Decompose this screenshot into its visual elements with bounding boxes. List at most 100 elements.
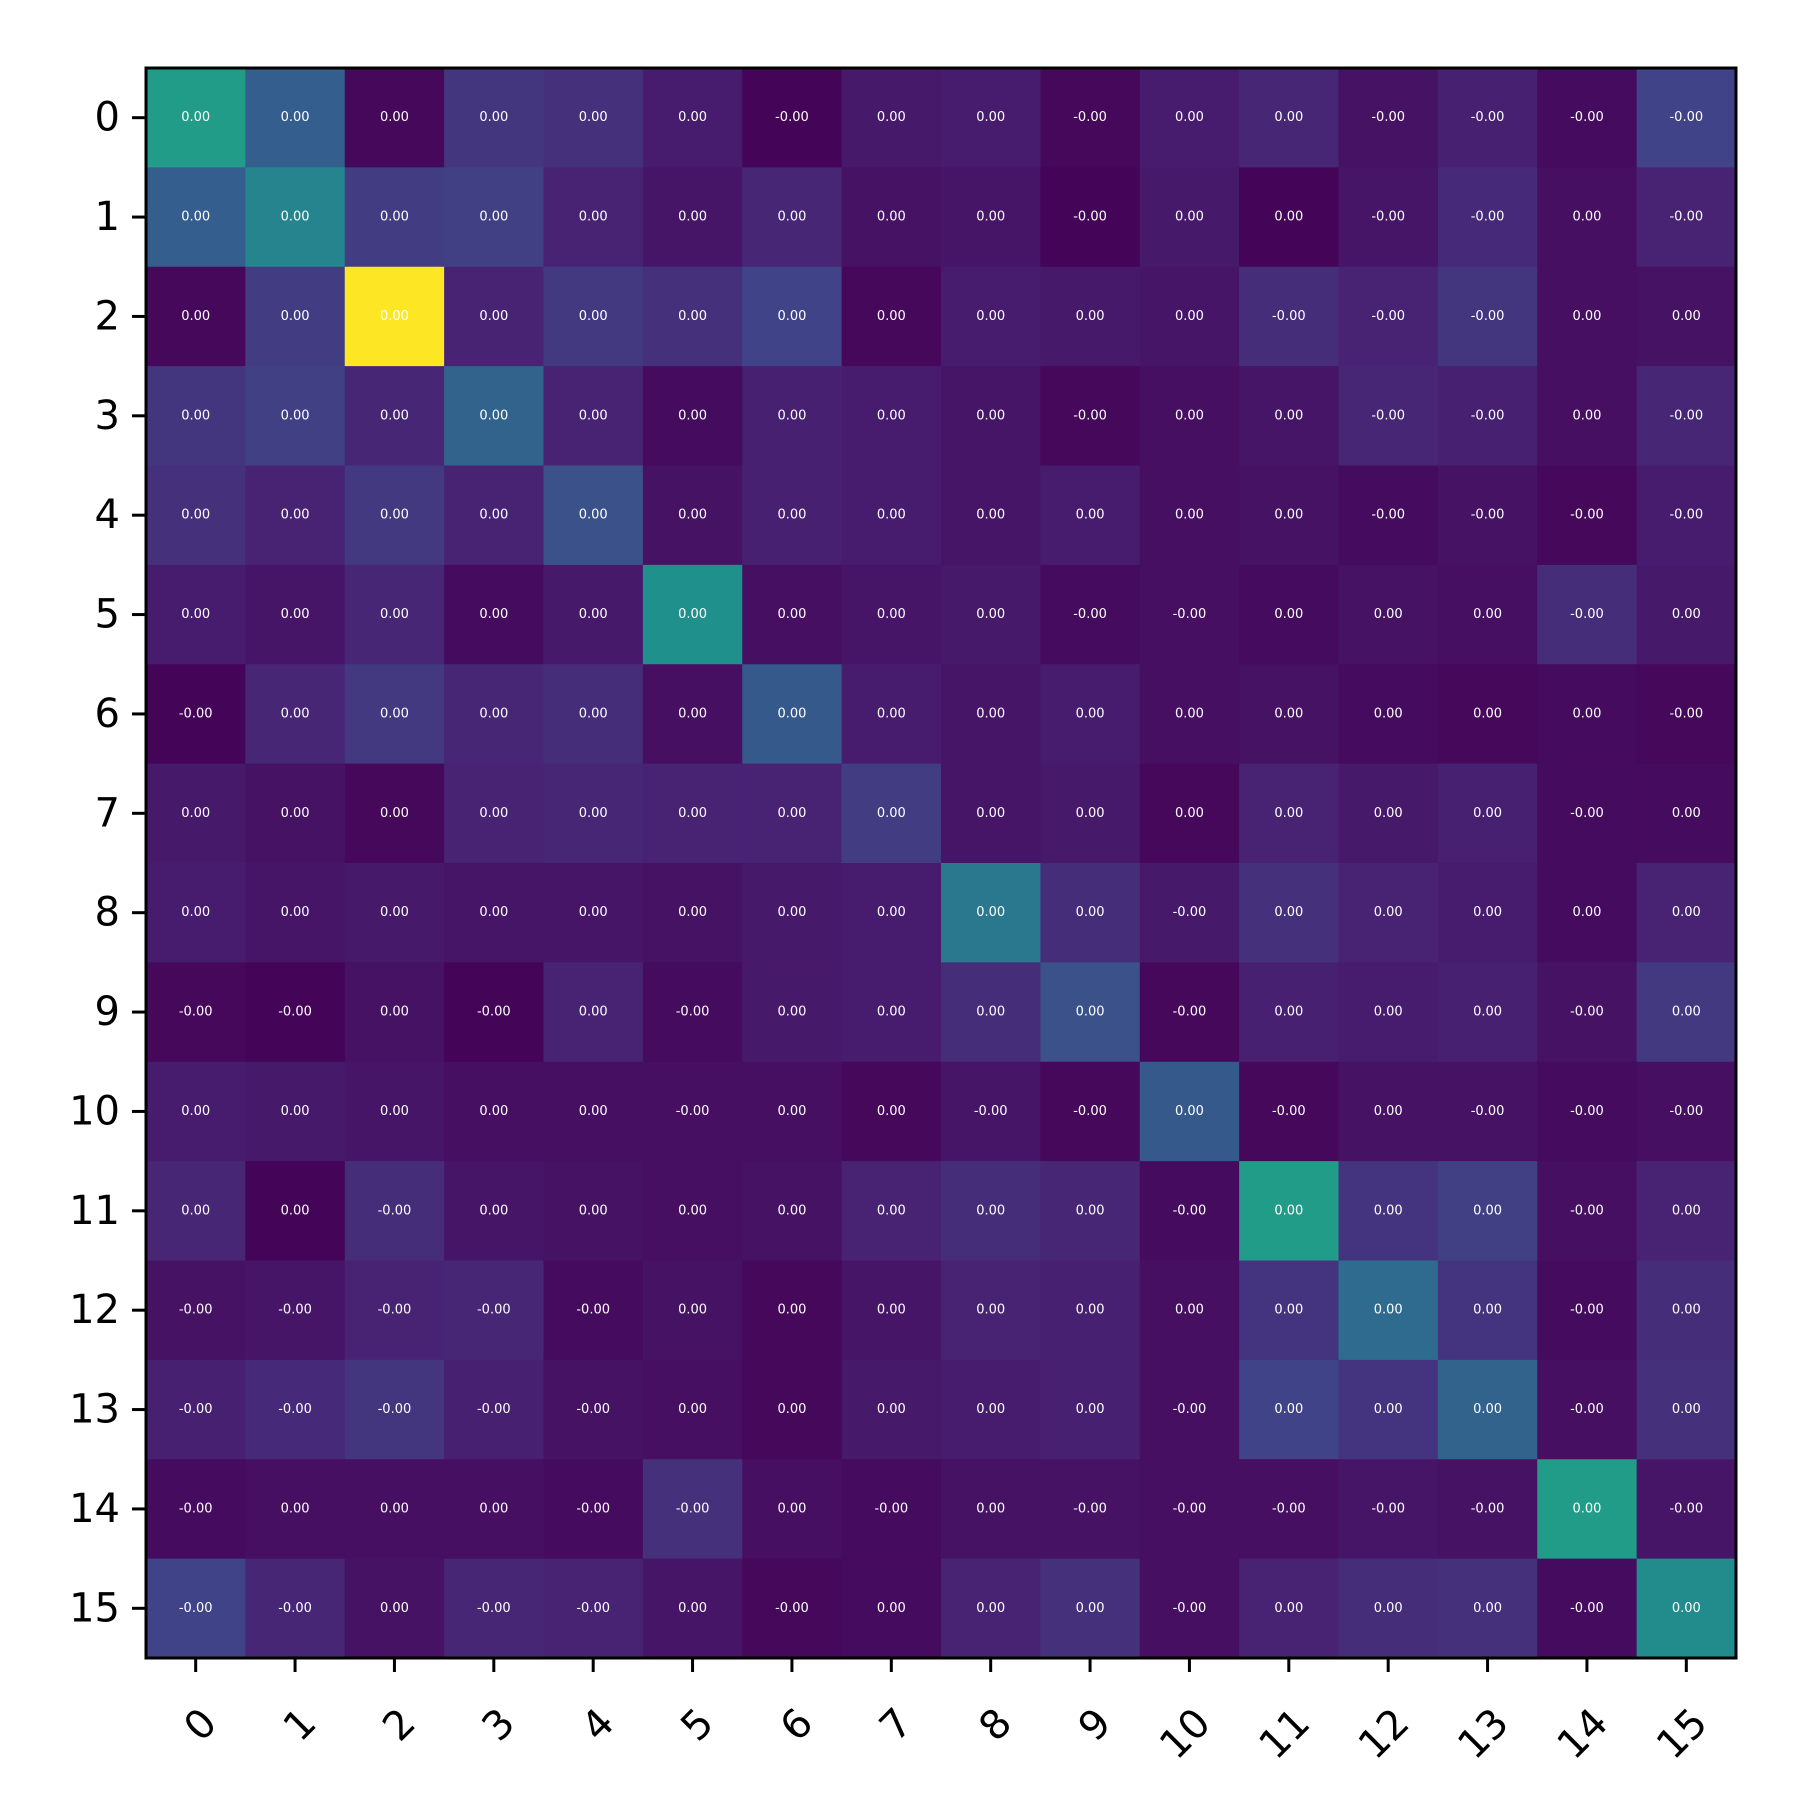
heatmap-cell-r0-c7: [841, 68, 942, 168]
cell-value-label: 0.00: [976, 905, 1005, 920]
cell-value-label: -0.00: [1371, 1501, 1405, 1516]
cell-value-label: 0.00: [380, 408, 409, 423]
heatmap-cell-r11-c6: [742, 1161, 843, 1262]
cell-value-label: 0.00: [877, 1303, 906, 1318]
cell-value-label: 0.00: [1672, 905, 1701, 920]
heatmap-cell-r1-c8: [941, 167, 1041, 268]
cell-value-label: 0.00: [777, 1005, 806, 1020]
cell-value-label: 0.00: [1076, 1601, 1105, 1616]
heatmap-cell-r5-c6: [742, 564, 843, 665]
heatmap-cell-r10-c9: [1040, 1061, 1141, 1162]
cell-value-label: 0.00: [877, 607, 906, 622]
heatmap-cell-r3-c14: [1537, 366, 1638, 467]
cell-value-label: -0.00: [1570, 1402, 1604, 1417]
cell-value-label: 0.00: [976, 1501, 1005, 1516]
y-tick-label: 14: [69, 1486, 120, 1532]
cell-value-label: -0.00: [1073, 210, 1107, 225]
heatmap-cell-r0-c0: [146, 68, 246, 168]
cell-value-label: 0.00: [579, 210, 608, 225]
heatmap-cell-r0-c3: [444, 68, 545, 168]
heatmap-cell-r2-c13: [1437, 266, 1538, 367]
cell-value-label: 0.00: [1274, 1203, 1303, 1218]
heatmap-cell-r6-c0: [146, 664, 246, 765]
heatmap-cell-r3-c11: [1239, 366, 1340, 467]
heatmap-cell-r9-c14: [1537, 962, 1638, 1063]
heatmap-cell-r7-c12: [1338, 763, 1439, 864]
cell-value-label: -0.00: [974, 1104, 1008, 1119]
heatmap-cell-r6-c13: [1437, 664, 1538, 765]
heatmap-cell-r15-c5: [642, 1558, 743, 1659]
x-tick-label: 4: [573, 1700, 624, 1751]
cell-value-label: 0.00: [1672, 1005, 1701, 1020]
cell-value-label: -0.00: [477, 1303, 511, 1318]
heatmap-cell-r1-c9: [1040, 167, 1141, 268]
heatmap-cell-r13-c14: [1537, 1359, 1638, 1460]
heatmap-cell-r11-c0: [146, 1161, 246, 1262]
heatmap-cell-r7-c6: [742, 763, 843, 864]
heatmap-cell-r6-c6: [742, 664, 843, 765]
heatmap-cell-r3-c8: [941, 366, 1041, 467]
cell-value-label: 0.00: [976, 1402, 1005, 1417]
cell-value-label: 0.00: [877, 1104, 906, 1119]
x-tick-label: 15: [1648, 1700, 1717, 1769]
heatmap-cell-r2-c0: [146, 266, 246, 367]
cell-value-label: 0.00: [1374, 1402, 1403, 1417]
heatmap-cell-r7-c7: [841, 763, 942, 864]
heatmap-cell-r15-c12: [1338, 1558, 1439, 1659]
heatmap-cell-r4-c12: [1338, 465, 1439, 566]
cell-value-label: -0.00: [1570, 110, 1604, 125]
heatmap-cell-r2-c15: [1636, 266, 1737, 367]
heatmap-cell-r6-c3: [444, 664, 545, 765]
heatmap-cell-r15-c13: [1437, 1558, 1538, 1659]
cell-value-label: -0.00: [1471, 408, 1505, 423]
heatmap-cell-r5-c2: [344, 564, 445, 665]
cell-value-label: 0.00: [877, 210, 906, 225]
heatmap-cell-r3-c10: [1139, 366, 1240, 467]
cell-value-label: -0.00: [1570, 1601, 1604, 1616]
cell-value-label: -0.00: [1669, 1501, 1703, 1516]
x-tick-label: 8: [970, 1700, 1021, 1751]
cell-value-label: 0.00: [1572, 706, 1601, 721]
heatmap-cell-r15-c1: [245, 1558, 346, 1659]
cell-value-label: -0.00: [1371, 508, 1405, 523]
x-tick-label: 11: [1251, 1700, 1320, 1769]
cell-value-label: -0.00: [1371, 309, 1405, 324]
heatmap-cell-r8-c5: [642, 863, 743, 963]
cell-value-label: 0.00: [1672, 1601, 1701, 1616]
heatmap-cell-r2-c2: [344, 266, 445, 367]
cell-value-label: 0.00: [380, 508, 409, 523]
cell-value-label: 0.00: [1374, 905, 1403, 920]
cell-value-label: -0.00: [179, 1005, 213, 1020]
heatmap-cell-r7-c3: [444, 763, 545, 864]
heatmap-cell-r7-c2: [344, 763, 445, 864]
cell-value-label: -0.00: [1371, 210, 1405, 225]
heatmap-cell-r14-c10: [1139, 1459, 1240, 1560]
heatmap-cell-r11-c13: [1437, 1161, 1538, 1262]
heatmap-cell-r1-c1: [245, 167, 346, 268]
cell-value-label: 0.00: [1672, 806, 1701, 821]
cell-value-label: -0.00: [378, 1303, 412, 1318]
cell-value-label: -0.00: [576, 1303, 610, 1318]
cell-value-label: -0.00: [1073, 1501, 1107, 1516]
cell-value-label: -0.00: [179, 1601, 213, 1616]
cell-value-label: 0.00: [1274, 706, 1303, 721]
cell-value-label: 0.00: [181, 806, 210, 821]
cell-value-label: 0.00: [1175, 706, 1204, 721]
heatmap-cell-r3-c13: [1437, 366, 1538, 467]
cell-value-label: -0.00: [1173, 905, 1207, 920]
y-tick-label: 0: [95, 95, 120, 141]
heatmap-cell-r1-c6: [742, 167, 843, 268]
y-tick-label: 8: [95, 890, 120, 936]
heatmap-cell-r13-c8: [941, 1359, 1041, 1460]
cell-value-label: -0.00: [179, 1402, 213, 1417]
cell-value-label: 0.00: [1175, 210, 1204, 225]
heatmap-cell-r11-c14: [1537, 1161, 1638, 1262]
cell-value-label: -0.00: [576, 1402, 610, 1417]
cell-value-label: -0.00: [576, 1501, 610, 1516]
heatmap-cell-r10-c15: [1636, 1061, 1737, 1162]
cell-value-label: 0.00: [976, 607, 1005, 622]
cell-value-label: 0.00: [281, 309, 310, 324]
cell-value-label: 0.00: [579, 806, 608, 821]
heatmap-cell-r3-c4: [543, 366, 644, 467]
heatmap-cell-r4-c5: [642, 465, 743, 566]
